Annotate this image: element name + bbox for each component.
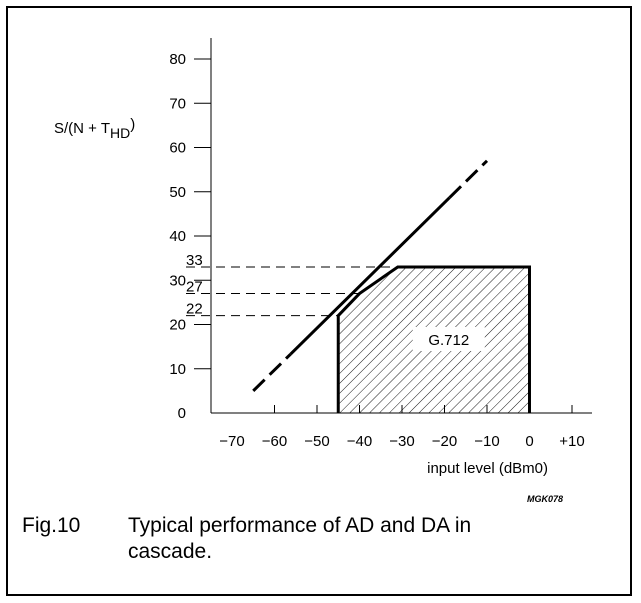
- g712-label: G.712: [428, 332, 469, 349]
- y-tick-label: 30: [169, 272, 186, 289]
- reference-level-label: 33: [186, 252, 203, 269]
- chart: G.712 0 10 20 30 40 50 60 70 80 −70 −60 −50 −40 −30 −2…: [54, 38, 592, 477]
- x-tick-label: −20: [432, 433, 457, 450]
- x-tick-label: −30: [389, 433, 414, 450]
- caption-number: Fig.10: [22, 514, 81, 537]
- y-tick-label: 10: [169, 361, 186, 378]
- y-tick-label: 0: [178, 405, 186, 422]
- y-tick-label: 20: [169, 317, 186, 334]
- x-axis-label: input level (dBm0): [427, 460, 548, 477]
- reference-level-label: 22: [186, 301, 203, 318]
- x-tick-label: −60: [262, 433, 287, 450]
- g712-region: G.712: [336, 265, 531, 413]
- reference-level-label: 27: [186, 279, 203, 296]
- y-tick-label: 50: [169, 184, 186, 201]
- chart-labels: 0 10 20 30 40 50 60 70 80 −70 −60 −50 −40 −30 −20 −10 0 +…: [54, 51, 585, 477]
- x-tick-label: 0: [525, 433, 533, 450]
- g712-boundary: [336, 265, 531, 413]
- y-tick-label: 60: [169, 140, 186, 157]
- performance-line-dash-lower: [252, 352, 292, 392]
- y-tick-label: 70: [169, 95, 186, 112]
- caption-text: Typical performance of AD and DA in casc…: [128, 514, 472, 563]
- x-tick-label: −70: [219, 433, 244, 450]
- y-tick-label: 40: [169, 228, 186, 245]
- g712-label-bg: [412, 326, 485, 351]
- performance-line-dash-upper: [448, 159, 489, 199]
- performance-lines: [186, 159, 489, 392]
- performance-line-solid: [289, 196, 451, 356]
- x-tick-label: −50: [304, 433, 329, 450]
- y-tick-label: 80: [169, 51, 186, 68]
- x-tick-label: −10: [474, 433, 499, 450]
- x-tick-label: +10: [559, 433, 584, 450]
- x-tick-label: −40: [347, 433, 372, 450]
- figure-code: MGK078: [527, 494, 564, 504]
- y-axis-label: S/(N + THD): [54, 116, 135, 141]
